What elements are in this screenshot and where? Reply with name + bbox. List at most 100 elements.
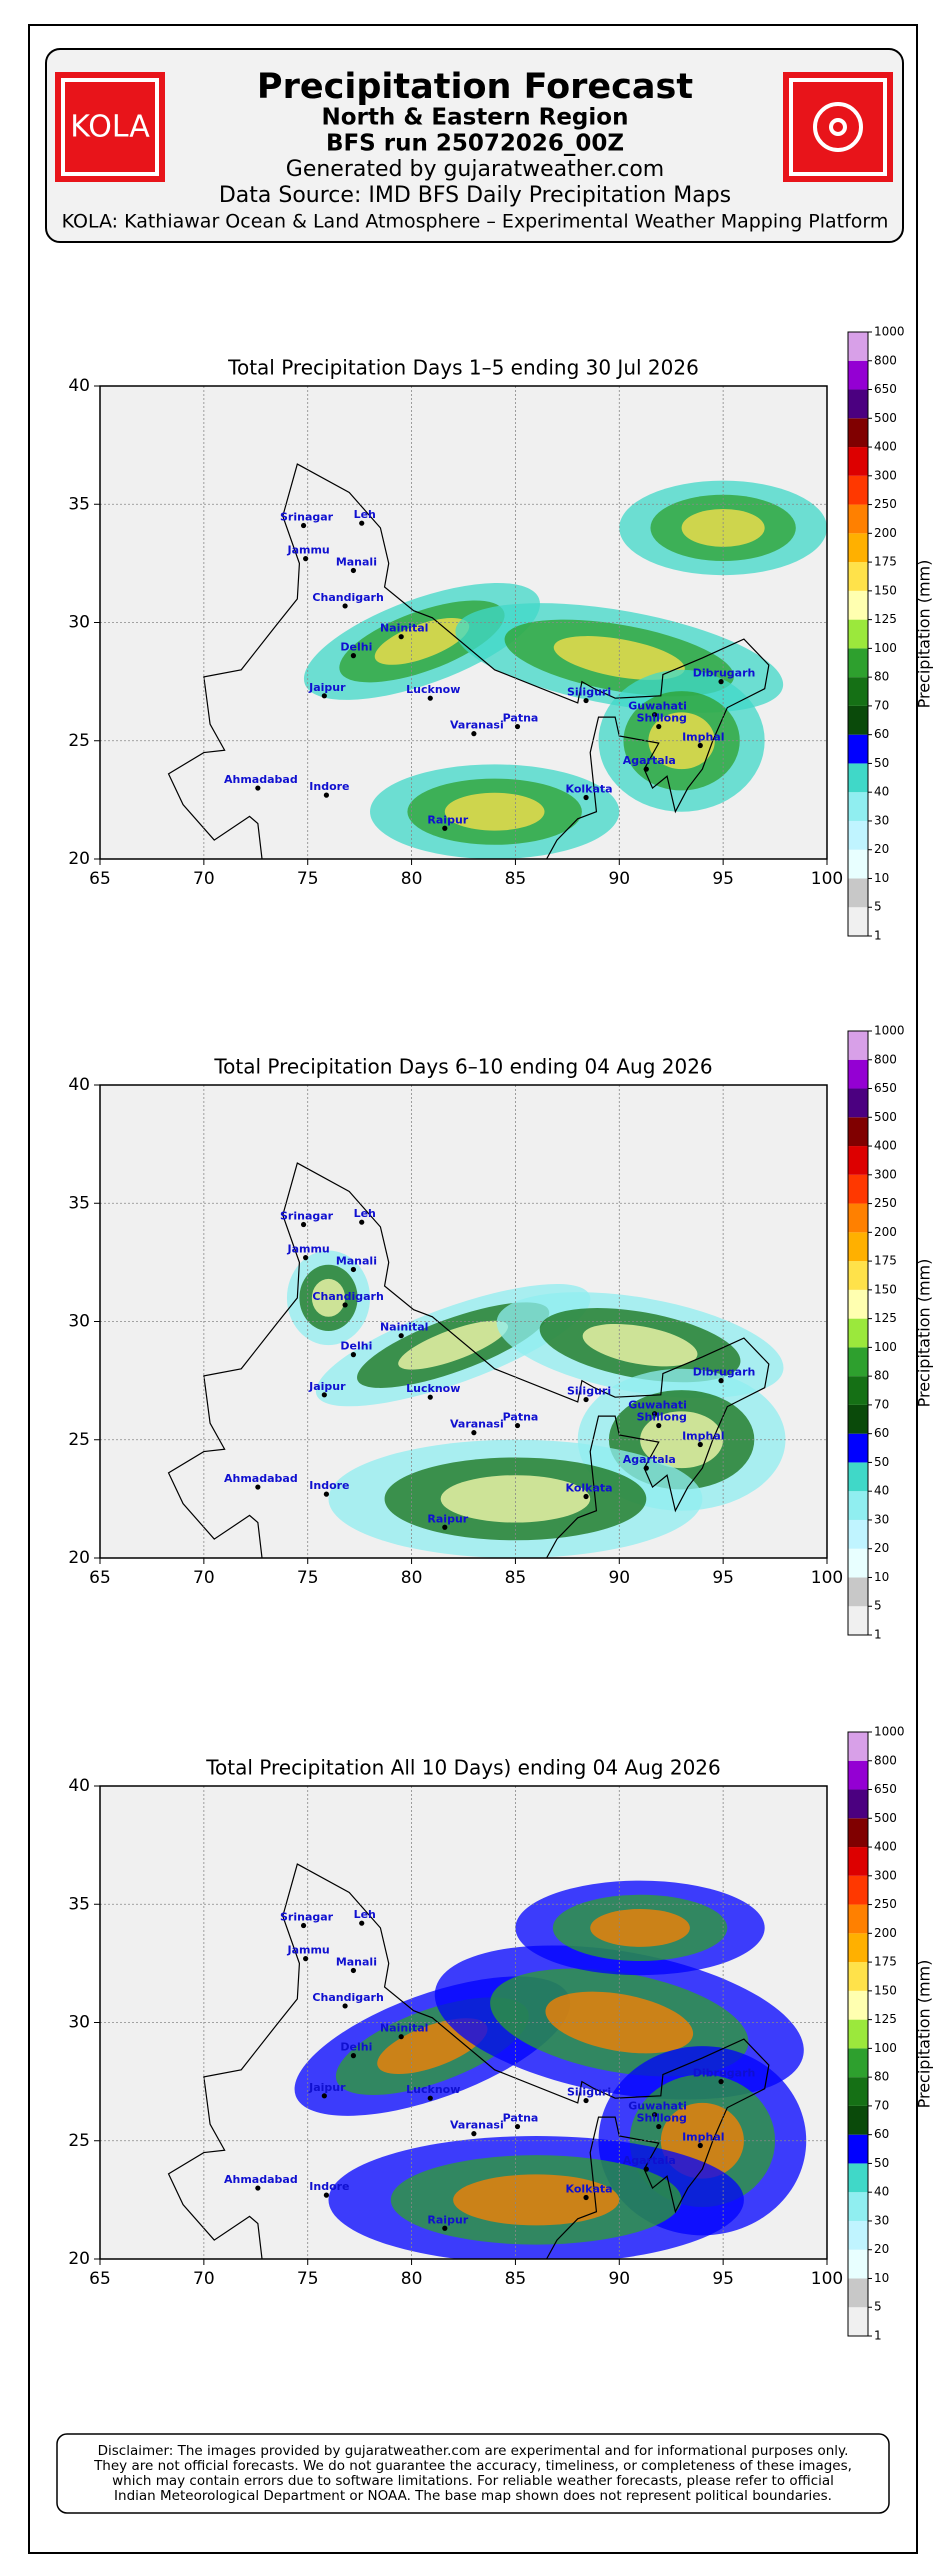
colorbar-segment	[848, 1990, 868, 2020]
kola-logo-border	[61, 78, 159, 176]
colorbar-tick-label: 30	[874, 813, 889, 827]
city-label: Shillong	[637, 1411, 687, 1424]
colorbar-tick-label: 50	[874, 1455, 889, 1469]
colorbar-tick-label: 175	[874, 555, 897, 569]
colorbar-segment	[848, 1732, 868, 1761]
city-label: Nainital	[380, 622, 428, 635]
city-marker	[342, 2003, 348, 2009]
x-tick-label: 70	[193, 2269, 215, 2289]
colorbar-segment	[848, 1875, 868, 1905]
colorbar-tick-label: 70	[874, 698, 889, 712]
colorbar-segment	[848, 1347, 868, 1377]
colorbar-segment	[848, 677, 868, 706]
x-tick-label: 100	[811, 1568, 843, 1588]
swirl-logo	[783, 72, 893, 182]
colorbar-tick-label: 1	[874, 929, 882, 943]
colorbar-segment	[848, 1760, 868, 1790]
city-marker	[697, 1441, 703, 1448]
x-tick-label: 95	[712, 869, 734, 889]
city-label: Nainital	[380, 1321, 428, 1334]
x-tick-label: 80	[401, 2269, 423, 2289]
city-label: Raipur	[427, 2213, 468, 2226]
disclaimer-line: They are not official forecasts. We do n…	[93, 2458, 852, 2474]
city-label: Varanasi	[450, 1418, 504, 1431]
colorbar-tick-label: 200	[874, 1225, 897, 1239]
city-label: Srinagar	[280, 511, 334, 524]
x-tick-label: 95	[712, 1568, 734, 1588]
colorbar-frame	[847, 1030, 869, 1636]
city-label: Leh	[354, 508, 376, 521]
city-label: Kolkata	[566, 1482, 613, 1495]
city-label: Agartala	[623, 1453, 676, 1466]
colorbar-tick-label: 20	[874, 842, 889, 856]
city-label: Indore	[309, 1479, 349, 1492]
city-marker	[255, 785, 261, 791]
colorbar-segment	[848, 2105, 868, 2135]
chart-title: Total Precipitation Days 1–5 ending 30 J…	[227, 356, 699, 380]
city-marker	[651, 2112, 658, 2118]
y-tick-label: 35	[68, 1894, 90, 1914]
city-label: Manali	[336, 1254, 377, 1267]
city-marker	[255, 1484, 261, 1490]
city-marker	[697, 2142, 703, 2149]
city-label: Chandigarh	[312, 1290, 383, 1303]
kola-logo	[55, 72, 165, 182]
y-tick-label: 30	[68, 613, 90, 633]
x-tick-label: 100	[811, 2269, 843, 2289]
colorbar-segment	[848, 1789, 868, 1819]
colorbar-tick-label: 250	[874, 1897, 897, 1911]
colorbar-tick-label: 500	[874, 411, 897, 425]
city-label: Ahmadabad	[224, 2173, 298, 2186]
y-tick-label: 20	[68, 2249, 90, 2269]
city-label: Lucknow	[406, 2083, 460, 2096]
colorbar-segment	[848, 533, 868, 563]
colorbar-label: Precipitation (mm)	[915, 560, 934, 709]
city-label: Guwahati	[628, 2100, 687, 2113]
city-label: Dibrugarh	[693, 2067, 756, 2080]
city-label: Indore	[309, 780, 349, 793]
city-marker	[697, 742, 703, 749]
colorbar-tick-label: 200	[874, 526, 897, 540]
header-generated: Generated by gujaratweather.com	[286, 157, 664, 182]
city-label: Jammu	[286, 1243, 329, 1256]
city-label: Dibrugarh	[693, 667, 756, 680]
colorbar-segment	[848, 1491, 868, 1520]
colorbar-tick-label: 650	[874, 382, 897, 396]
city-marker	[321, 1392, 327, 1398]
city-label: Delhi	[340, 641, 372, 654]
colorbar-tick-label: 800	[874, 1753, 897, 1767]
colorbar-segment	[848, 1433, 868, 1463]
city-marker	[718, 679, 724, 685]
city-label: Jaipur	[308, 681, 346, 694]
city-marker	[398, 634, 404, 640]
colorbar-tick-label: 300	[874, 468, 897, 482]
city-label: Siliguri	[567, 1385, 611, 1398]
colorbar-tick-label: 10	[874, 2271, 889, 2285]
boundary	[167, 1162, 770, 1558]
disclaimer-line: Disclaimer: The images provided by gujar…	[98, 2443, 849, 2459]
y-tick-label: 40	[68, 1075, 90, 1095]
city-marker	[300, 1221, 307, 1228]
colorbar-segment	[848, 562, 868, 591]
colorbar-segment	[848, 1818, 868, 1848]
precip-field	[167, 463, 827, 859]
swirl-icon	[813, 102, 863, 152]
colorbar-segment	[848, 1203, 868, 1233]
city-marker	[514, 723, 521, 730]
header-source: Data Source: IMD BFS Daily Precipitation…	[219, 183, 731, 208]
colorbar-tick-label: 300	[874, 1868, 897, 1882]
x-tick-label: 85	[505, 869, 527, 889]
colorbar-segment	[848, 1548, 868, 1578]
colorbar-segment	[848, 2192, 868, 2221]
map-chart: Total Precipitation Days 1–5 ending 30 J…	[68, 325, 933, 943]
city-label: Leh	[354, 1207, 376, 1220]
city-marker	[300, 1922, 307, 1929]
x-tick-label: 90	[608, 869, 630, 889]
colorbar-tick-label: 1	[874, 1628, 882, 1642]
city-marker	[651, 712, 658, 718]
colorbar-segment	[848, 2019, 868, 2049]
header-platform: KOLA: Kathiawar Ocean & Land Atmosphere …	[62, 211, 889, 233]
colorbar-segment	[848, 1059, 868, 1089]
colorbar-segment	[848, 648, 868, 678]
